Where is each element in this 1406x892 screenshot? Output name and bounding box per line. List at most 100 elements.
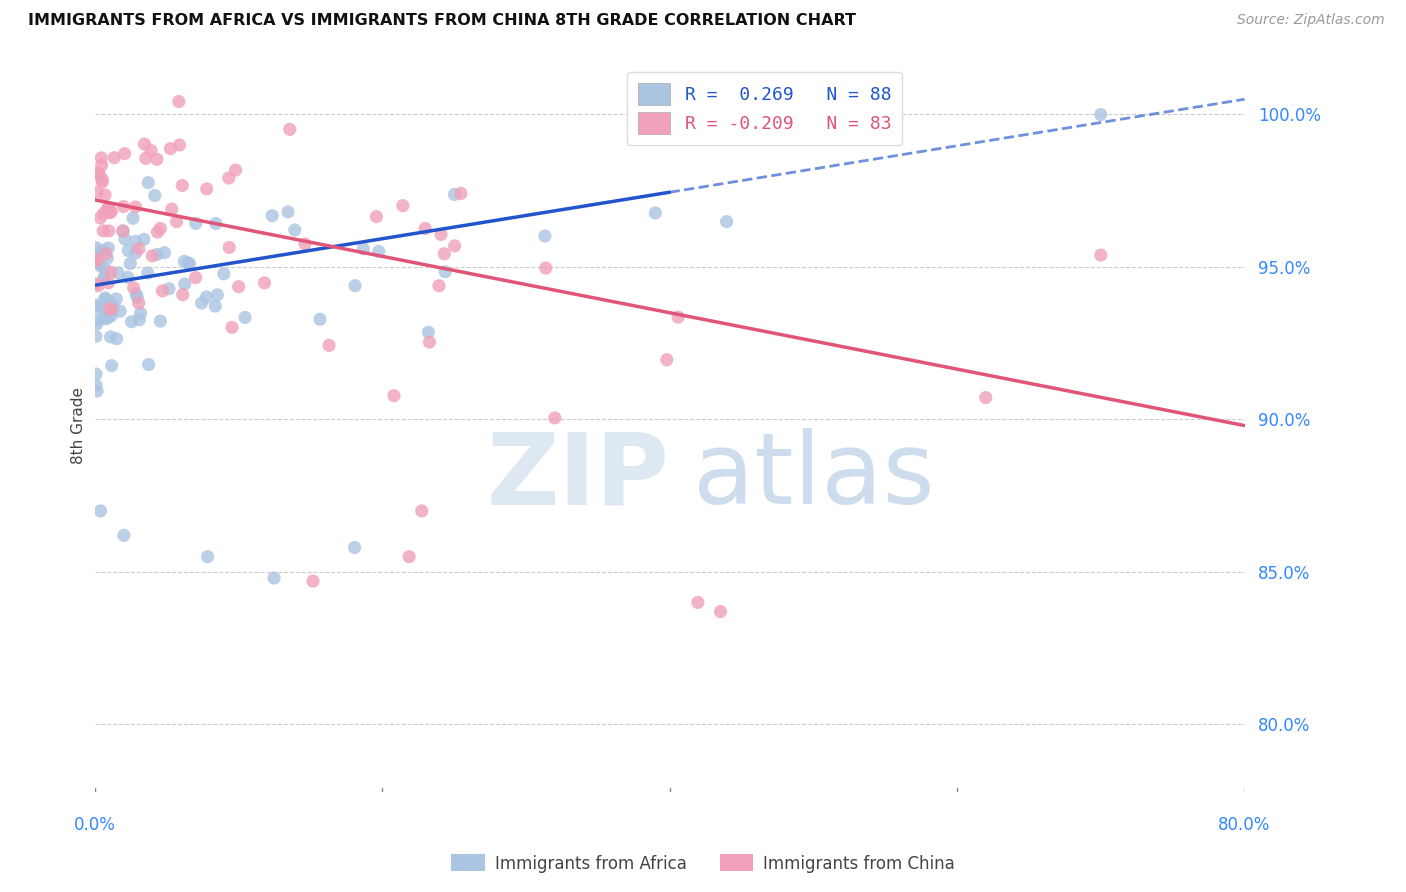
- Point: [195, 182, 218, 196]
- Point: [93, 301, 115, 316]
- Point: [666, 310, 689, 324]
- Point: [195, 290, 218, 304]
- Point: [153, 245, 176, 260]
- Point: [129, 306, 152, 320]
- Point: [411, 504, 433, 518]
- Point: [97, 276, 120, 290]
- Point: [96, 251, 118, 265]
- Point: [91, 172, 114, 186]
- Point: [157, 282, 180, 296]
- Point: [96, 202, 118, 216]
- Point: [93, 311, 115, 326]
- Point: [105, 292, 128, 306]
- Point: [124, 234, 146, 248]
- Point: [277, 205, 299, 219]
- Point: [167, 95, 190, 109]
- Point: [146, 225, 169, 239]
- Point: [233, 310, 256, 325]
- Point: [159, 142, 181, 156]
- Point: [1090, 248, 1112, 262]
- Point: [716, 214, 738, 228]
- Point: [427, 278, 450, 293]
- Point: [114, 232, 136, 246]
- Point: [169, 138, 191, 153]
- Point: [125, 287, 148, 301]
- Point: [278, 122, 301, 136]
- Point: [149, 221, 172, 235]
- Point: [152, 284, 174, 298]
- Point: [138, 358, 160, 372]
- Point: [96, 311, 118, 326]
- Point: [212, 267, 235, 281]
- Point: [120, 315, 142, 329]
- Text: 80.0%: 80.0%: [1219, 816, 1271, 834]
- Point: [204, 217, 226, 231]
- Point: [120, 256, 142, 270]
- Point: [97, 201, 120, 215]
- Point: [318, 338, 340, 352]
- Point: [87, 278, 110, 293]
- Y-axis label: 8th Grade: 8th Grade: [72, 387, 86, 464]
- Point: [686, 595, 709, 609]
- Point: [221, 320, 243, 334]
- Point: [91, 175, 114, 189]
- Point: [644, 206, 666, 220]
- Point: [172, 287, 194, 301]
- Point: [93, 244, 115, 258]
- Point: [94, 262, 117, 277]
- Point: [225, 163, 247, 178]
- Point: [367, 244, 389, 259]
- Point: [184, 217, 207, 231]
- Point: [112, 528, 135, 542]
- Point: [418, 325, 440, 339]
- Point: [204, 299, 226, 313]
- Point: [111, 224, 134, 238]
- Text: ZIP: ZIP: [486, 428, 669, 525]
- Point: [146, 247, 169, 261]
- Point: [1090, 107, 1112, 121]
- Text: Source: ZipAtlas.com: Source: ZipAtlas.com: [1237, 13, 1385, 28]
- Point: [263, 571, 285, 585]
- Point: [418, 335, 440, 350]
- Point: [94, 291, 117, 305]
- Point: [127, 290, 149, 304]
- Point: [134, 137, 156, 152]
- Point: [84, 277, 107, 291]
- Point: [112, 200, 135, 214]
- Point: [443, 239, 465, 253]
- Point: [100, 302, 122, 317]
- Point: [974, 391, 997, 405]
- Point: [100, 330, 122, 344]
- Point: [89, 257, 111, 271]
- Point: [86, 384, 108, 398]
- Point: [84, 367, 107, 381]
- Point: [84, 241, 107, 255]
- Point: [93, 270, 115, 285]
- Point: [433, 247, 456, 261]
- Text: 0.0%: 0.0%: [73, 816, 115, 834]
- Point: [294, 236, 316, 251]
- Point: [434, 265, 457, 279]
- Point: [90, 151, 112, 165]
- Point: [107, 266, 129, 280]
- Point: [108, 304, 131, 318]
- Point: [122, 281, 145, 295]
- Point: [128, 242, 150, 256]
- Point: [253, 276, 276, 290]
- Point: [98, 205, 121, 219]
- Point: [84, 298, 107, 312]
- Point: [544, 411, 567, 425]
- Point: [91, 224, 114, 238]
- Point: [87, 300, 110, 314]
- Point: [114, 146, 136, 161]
- Point: [173, 277, 195, 291]
- Point: [382, 389, 405, 403]
- Point: [132, 232, 155, 246]
- Point: [103, 299, 125, 313]
- Point: [218, 171, 240, 186]
- Point: [100, 309, 122, 323]
- Legend: R =  0.269   N = 88, R = -0.209   N = 83: R = 0.269 N = 88, R = -0.209 N = 83: [627, 72, 903, 145]
- Point: [87, 166, 110, 180]
- Point: [122, 211, 145, 226]
- Point: [352, 242, 374, 256]
